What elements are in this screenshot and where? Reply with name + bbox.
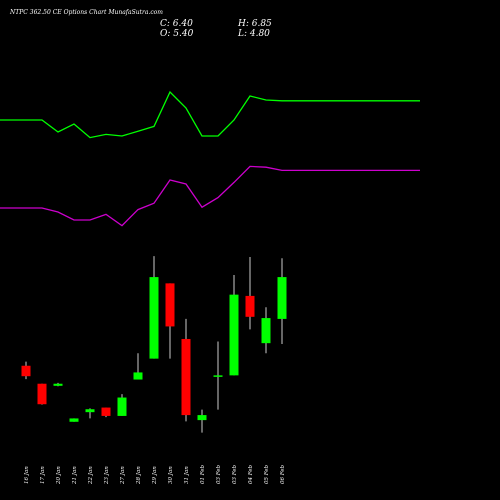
x-tick-label: 16 Jan [24, 466, 30, 484]
candle [149, 256, 159, 359]
candle [37, 383, 47, 405]
x-tick-label: 23 Jan [104, 466, 110, 485]
x-tick-label: 03 Feb [216, 464, 222, 484]
candle-body [133, 372, 143, 380]
candle [53, 382, 63, 387]
candle [261, 307, 271, 354]
candle [213, 341, 223, 410]
candle [21, 361, 31, 380]
x-tick-label: 01 Feb [200, 464, 206, 484]
x-tick-label: 03 Feb [232, 464, 238, 484]
x-tick-label: 21 Jan [72, 466, 78, 485]
series-line-1 [0, 90, 420, 139]
close-label: C: 6.40 [160, 19, 193, 29]
x-tick-label: 17 Jan [40, 466, 46, 484]
low-label: L: 4.80 [237, 29, 270, 39]
candle [117, 394, 127, 416]
candle-body [85, 409, 95, 413]
candle [165, 283, 175, 359]
candle [229, 275, 239, 376]
candle [197, 409, 207, 433]
candle [181, 318, 191, 422]
high-label: H: 6.85 [237, 19, 272, 29]
candles-group [21, 256, 287, 433]
candle-body [213, 375, 223, 377]
x-tick-label: 31 Jan [184, 466, 190, 484]
candle-body [229, 294, 239, 376]
candle-body [101, 407, 111, 416]
x-tick-label: 27 Jan [120, 466, 126, 485]
series-line-2 [0, 165, 420, 227]
candle [85, 408, 95, 419]
candle [245, 257, 255, 330]
x-tick-label: 06 Feb [280, 464, 286, 484]
x-tick-label: 04 Feb [248, 464, 254, 484]
candle [277, 258, 287, 344]
candle-body [117, 397, 127, 416]
candle-body [165, 283, 175, 327]
moving-average-lines [0, 90, 420, 227]
candle [69, 418, 79, 422]
x-tick-label: 28 Jan [136, 466, 142, 485]
candle-body [277, 277, 287, 319]
x-axis-ticks: 16 Jan 17 Jan 20 Jan 21 Jan 22 Jan 23 Jan 27 J… [24, 464, 286, 485]
candle-body [21, 365, 31, 377]
candle-body [261, 318, 271, 344]
x-tick-label: 22 Jan [88, 466, 94, 485]
candle-body [197, 415, 207, 421]
x-tick-label: 29 Jan [152, 466, 158, 485]
candle-body [181, 338, 191, 416]
candle [101, 407, 111, 418]
chart-title: NTPC 362.50 CE Options Chart MunafaSutra… [9, 9, 163, 16]
candle-body [53, 383, 63, 386]
x-tick-label: 30 Jan [168, 466, 174, 484]
x-tick-label: 05 Feb [264, 464, 270, 484]
candle [133, 353, 143, 380]
candle-body [37, 383, 47, 405]
x-tick-label: 20 Jan [56, 466, 62, 485]
candle-body [245, 295, 255, 317]
candle-body [69, 418, 79, 422]
candle-body [149, 277, 159, 359]
open-label: O: 5.40 [160, 29, 194, 39]
